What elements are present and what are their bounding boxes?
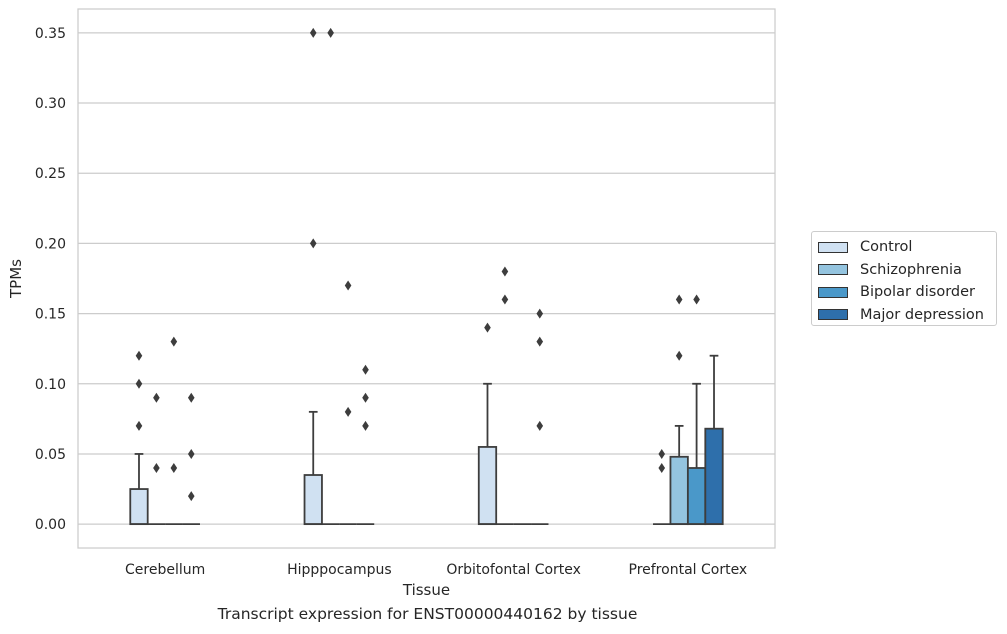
y-tick-label: 0.30 <box>35 96 66 112</box>
outlier-point <box>362 364 369 375</box>
legend-item: Schizophrenia <box>818 259 996 282</box>
y-tick-label: 0.20 <box>35 236 66 252</box>
box-layer <box>129 27 724 526</box>
box-major-depression <box>531 308 549 526</box>
x-tick-label: Prefrontal Cortex <box>629 562 748 578</box>
x-tick-label: Cerebellum <box>125 562 205 578</box>
box-body <box>303 474 323 526</box>
box-schizophrenia <box>321 27 340 526</box>
outlier-point <box>327 27 334 38</box>
y-tick-label: 0.05 <box>35 447 66 463</box>
box-control <box>129 350 149 526</box>
outlier-point <box>501 266 509 277</box>
y-axis-title: TPMs <box>7 259 25 299</box>
outlier-point <box>362 420 369 431</box>
box-bipolar-disorder <box>339 280 357 526</box>
box-body <box>477 446 498 526</box>
legend-label: Bipolar disorder <box>860 284 975 301</box>
x-tick-label: Orbitofontal Cortex <box>446 562 581 578</box>
legend: Control Schizophrenia Bipolar disorder Majo… <box>811 231 997 326</box>
outlier-point <box>153 462 160 473</box>
box-schizophrenia <box>669 294 689 526</box>
legend-swatch <box>818 309 848 321</box>
outlier-point <box>170 336 178 347</box>
outlier-point <box>187 491 195 502</box>
box-body <box>129 488 149 526</box>
box-schizophrenia <box>496 266 514 526</box>
y-tick-label: 0.10 <box>35 377 66 393</box>
box-bipolar-disorder <box>686 294 707 526</box>
tick-layer: 0.00 0.05 0.10 0.15 0.20 0.25 0.30 0.35 Cerebell… <box>35 26 747 578</box>
outlier-point <box>536 308 544 319</box>
y-tick-label: 0.35 <box>35 26 66 42</box>
legend-label: Control <box>860 239 913 256</box>
legend-swatch <box>818 241 848 253</box>
outlier-point <box>135 420 143 431</box>
y-tick-label: 0.15 <box>35 307 66 323</box>
outlier-point <box>344 280 352 291</box>
outlier-point <box>170 462 178 473</box>
outlier-point <box>693 294 700 305</box>
box-schizophrenia <box>147 392 166 526</box>
outlier-point <box>135 350 143 361</box>
legend-item: Major depression <box>818 304 996 327</box>
box-body <box>704 427 724 526</box>
outlier-point <box>484 322 491 333</box>
legend-item: Control <box>818 236 996 259</box>
plot-frame <box>77 8 776 549</box>
outlier-point <box>536 336 544 347</box>
box-control <box>477 322 498 526</box>
outlier-point <box>153 392 160 403</box>
box-major-depression <box>704 354 724 526</box>
y-tick-label: 0.25 <box>35 166 66 182</box>
box-body <box>669 455 689 526</box>
x-tick-label: Hipppocampus <box>287 562 392 578</box>
outlier-point <box>309 238 317 249</box>
outlier-point <box>344 406 352 417</box>
x-axis-title: Tissue <box>402 581 450 599</box>
legend-swatch <box>818 286 848 298</box>
outlier-point <box>187 392 195 403</box>
outlier-point <box>675 350 683 361</box>
legend-label: Schizophrenia <box>860 261 962 278</box>
box-control <box>653 448 671 526</box>
outlier-point <box>187 448 195 459</box>
outlier-point <box>658 462 666 473</box>
outlier-point <box>362 392 369 403</box>
grid-layer <box>78 32 775 525</box>
box-bipolar-disorder <box>165 336 183 526</box>
outlier-point <box>135 378 143 389</box>
outlier-point <box>536 420 544 431</box>
legend-swatch <box>818 264 848 276</box>
box-control <box>303 27 323 526</box>
legend-label: Major depression <box>860 306 984 323</box>
chart-caption: Transcript expression for ENST0000044016… <box>217 605 638 623</box>
outlier-point <box>675 294 683 305</box>
legend-item: Bipolar disorder <box>818 281 996 304</box>
box-major-depression <box>182 392 200 526</box>
outlier-point <box>501 294 509 305</box>
y-tick-label: 0.00 <box>35 517 66 533</box>
box-body <box>686 467 707 526</box>
outlier-point <box>658 448 666 459</box>
box-major-depression <box>356 364 375 526</box>
outlier-point <box>309 27 317 38</box>
